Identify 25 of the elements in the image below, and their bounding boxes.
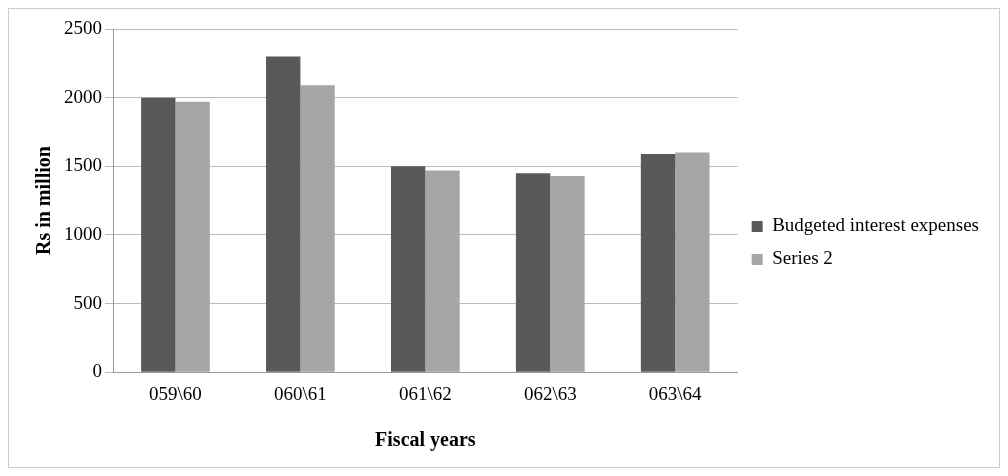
x-tick-label: 059\60: [149, 382, 202, 404]
bar: [640, 153, 676, 372]
x-tick-label: 062\63: [523, 382, 577, 404]
bar: [175, 101, 210, 372]
y-tick-label: 1000: [64, 222, 102, 244]
x-tick-label: 060\61: [274, 382, 327, 404]
legend-label: Series 2: [772, 247, 833, 269]
bar: [550, 175, 585, 372]
bar: [390, 166, 426, 372]
bar: [675, 152, 710, 372]
legend-label: Budgeted interest expenses: [772, 214, 980, 236]
bar: [266, 56, 301, 372]
y-tick-label: 2000: [64, 85, 102, 107]
y-tick-label: 1500: [64, 154, 102, 176]
y-tick-label: 500: [73, 291, 102, 313]
bar: [515, 173, 551, 372]
x-tick-label: 063\64: [648, 382, 703, 404]
bar: [425, 170, 460, 372]
y-tick-label: 2500: [64, 16, 102, 38]
y-axis-title: Rs in million: [32, 146, 55, 256]
x-tick-label: 061\62: [398, 382, 452, 404]
bar: [141, 97, 176, 372]
bar: [300, 85, 335, 372]
y-tick-label: 0: [92, 360, 102, 382]
x-axis-title: Fiscal years: [375, 428, 476, 452]
